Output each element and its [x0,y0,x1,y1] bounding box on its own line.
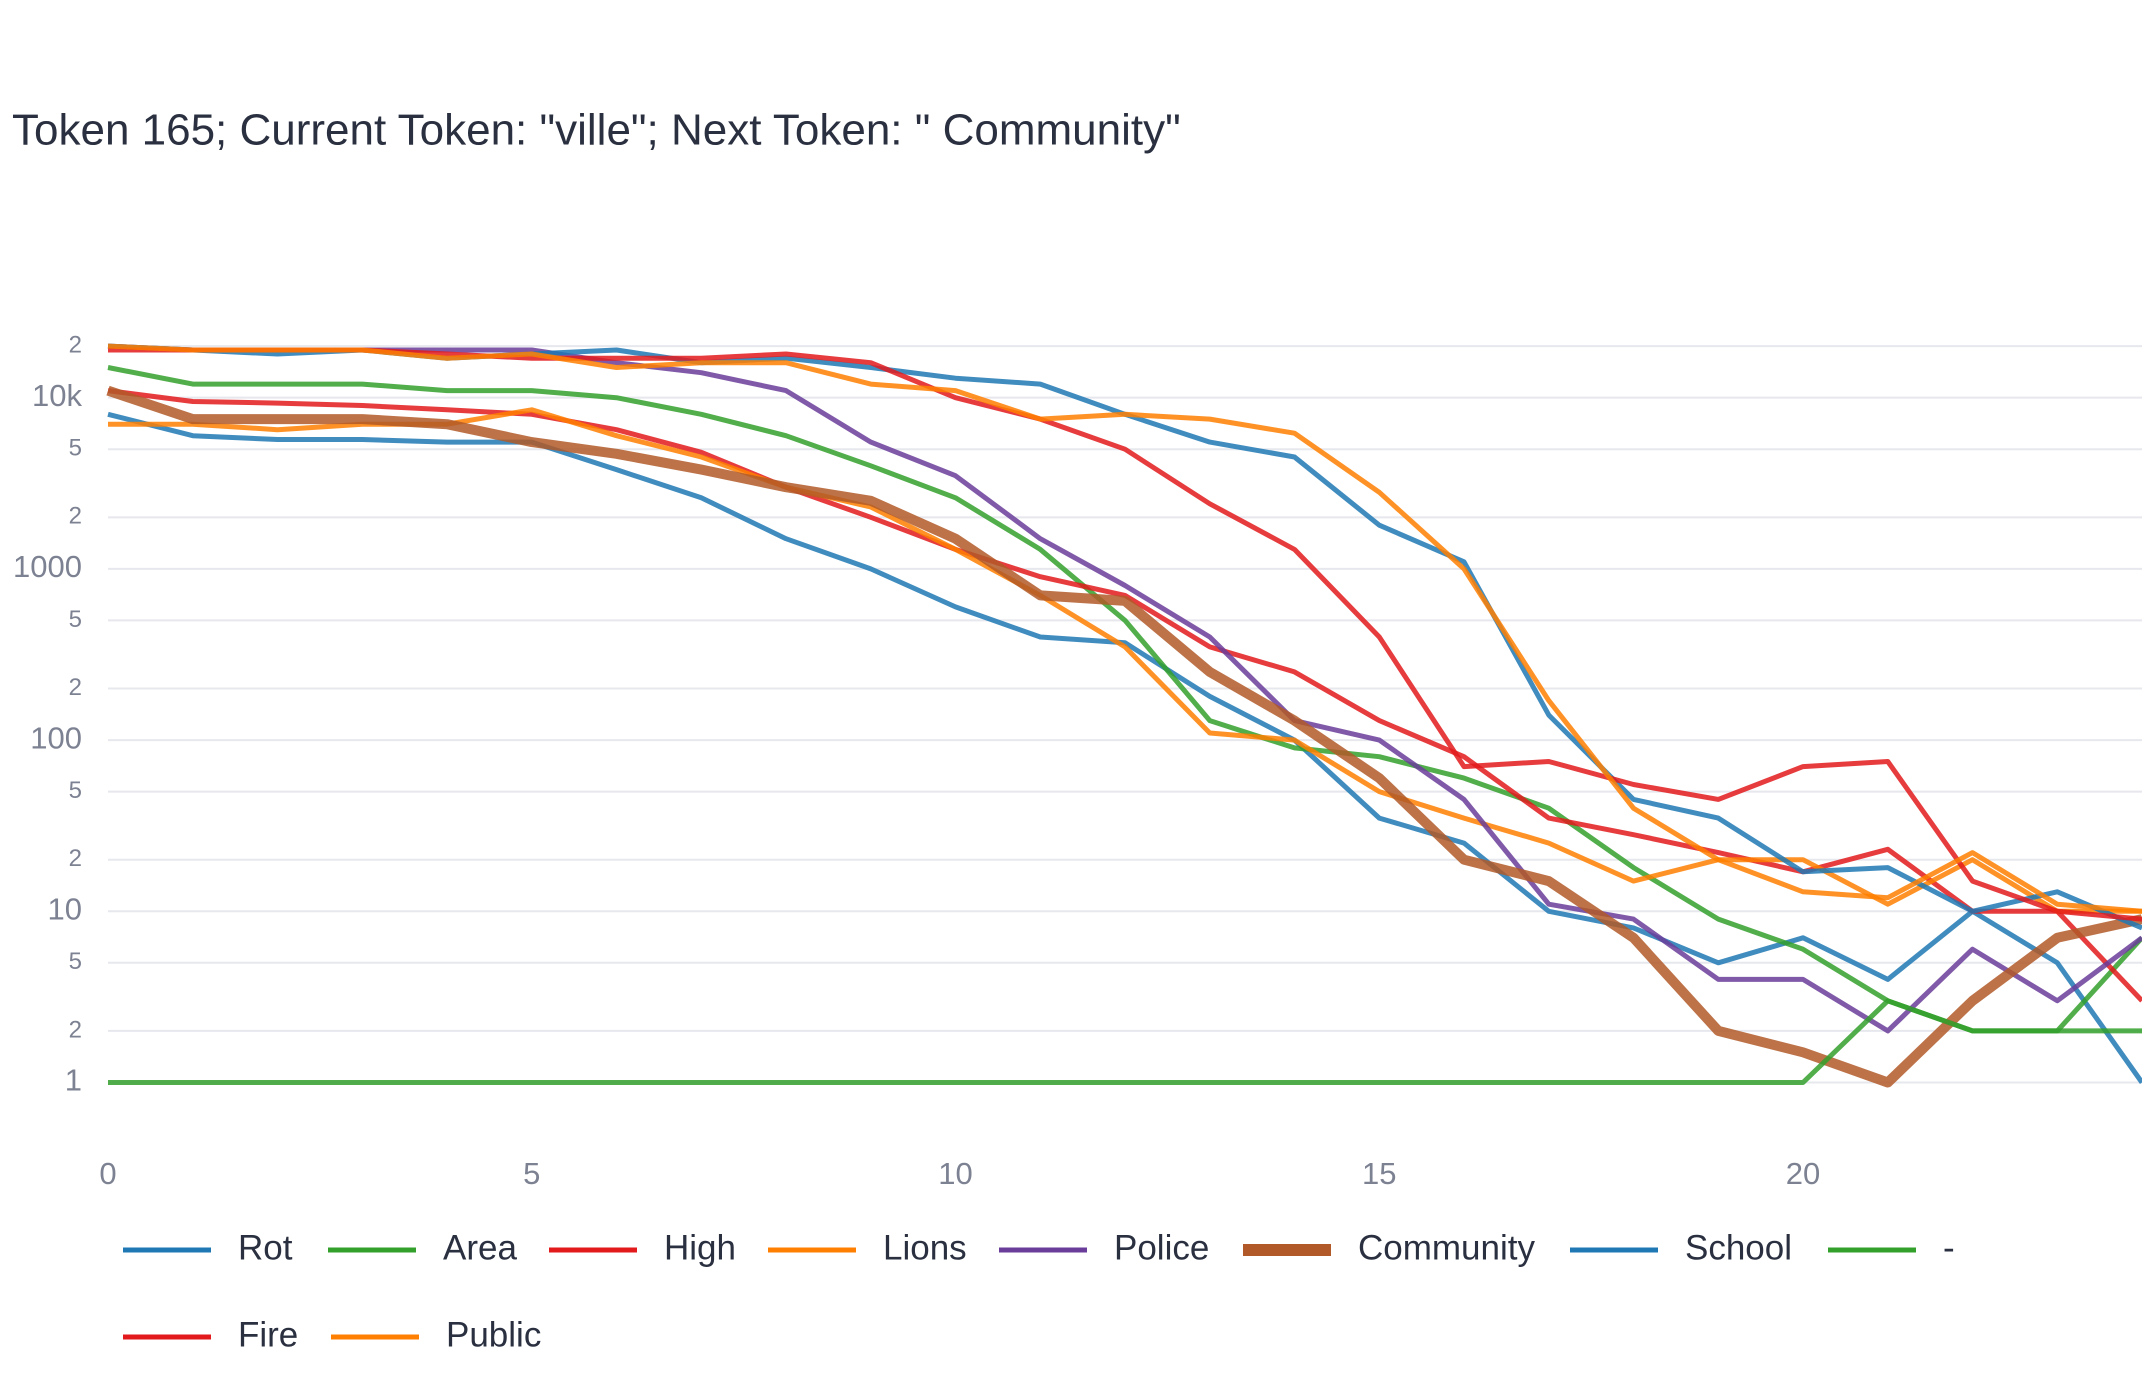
y-tick-label: 2 [69,503,82,530]
y-tick-label: 1 [65,1063,82,1098]
series-line [107,343,2142,931]
legend-label: - [1943,1228,1955,1267]
legend-label: High [664,1228,736,1267]
x-tick-label: 0 [99,1156,116,1191]
y-tick-label: 2 [69,674,82,701]
legend-label: Fire [238,1315,298,1354]
chart-title: Token 165; Current Token: "ville"; Next … [12,106,1181,155]
series-line [107,343,2142,1034]
series-line [108,407,2142,914]
x-tick-label: 10 [938,1156,972,1191]
y-tick-label: 5 [69,606,82,633]
x-tick-label: 5 [523,1156,540,1191]
series-line [107,388,2142,1003]
legend-label: Rot [238,1228,293,1267]
y-tick-label: 10k [32,378,82,413]
legend-label: Lions [883,1228,967,1267]
legend-label: Community [1358,1228,1535,1267]
y-tick-label: 5 [69,435,82,462]
y-tick-label: 100 [30,720,82,755]
x-tick-label: 15 [1362,1156,1396,1191]
legend-label: Area [443,1228,517,1267]
y-tick-label: 5 [69,777,82,804]
y-tick-label: 5 [69,948,82,975]
series-line [106,385,2142,1088]
series-line [107,365,2142,1034]
series-line [107,411,2142,1084]
y-tick-label: 1000 [13,549,82,584]
y-tick-label: 2 [69,845,82,872]
series-line [108,347,2142,922]
legend-label: Public [446,1315,541,1354]
x-tick-label: 20 [1786,1156,1820,1191]
series-line [108,998,2142,1085]
y-tick-label: 10 [48,891,82,926]
legend-label: School [1685,1228,1792,1267]
y-tick-label: 2 [69,1016,82,1043]
series-line [107,343,2142,914]
legend-label: Police [1114,1228,1209,1267]
y-tick-label: 2 [69,331,82,358]
